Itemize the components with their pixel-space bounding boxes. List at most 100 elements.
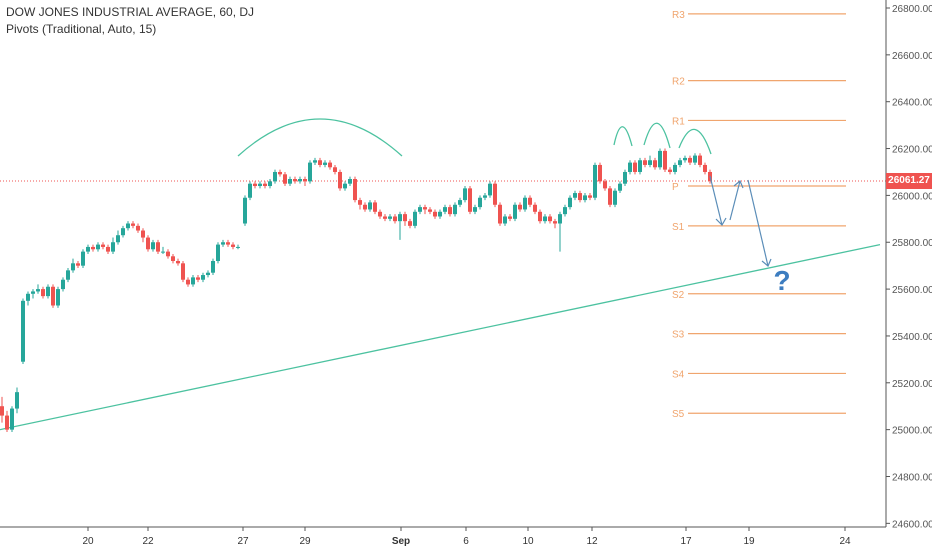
x-tick-label: 22 [142, 536, 154, 547]
candle [468, 186, 472, 215]
pivot-label-s4: S4 [672, 369, 685, 380]
candle-body [333, 167, 337, 172]
candle-body [508, 216, 512, 219]
y-tick-label: 25800.00 [892, 238, 932, 249]
candle-body [568, 197, 572, 208]
candle [171, 253, 175, 264]
candle [518, 202, 522, 212]
candle [181, 260, 185, 283]
candle-body [46, 286, 50, 297]
symbol-title[interactable]: DOW JONES INDUSTRIAL AVERAGE, 60, DJ [6, 5, 255, 19]
candle-body [191, 277, 195, 285]
candles [0, 148, 712, 432]
candle-body [688, 157, 692, 163]
candle-body [553, 221, 557, 224]
head-shoulders-arc-left [237, 118, 403, 157]
candle [573, 190, 577, 201]
candle-body [196, 277, 200, 280]
candle-body [493, 183, 497, 205]
candle-body [373, 202, 377, 212]
candle [638, 157, 642, 175]
candle-body [348, 179, 352, 184]
candle-body [318, 160, 322, 165]
candle-body [166, 251, 170, 257]
candle-body [453, 204, 457, 215]
small-arc-3 [678, 128, 712, 155]
projection-arrows [709, 175, 772, 267]
candle [353, 176, 357, 203]
candle-body [513, 204, 517, 219]
candle-body [283, 174, 287, 184]
candle-body [186, 279, 190, 285]
candle-body [10, 408, 14, 430]
candle-body [578, 193, 582, 201]
candle-body [648, 160, 652, 165]
candle-body [393, 216, 397, 222]
candle-body [211, 260, 215, 273]
candle [26, 291, 30, 306]
candle-body [498, 204, 502, 224]
candle-body [181, 263, 185, 280]
candle [568, 195, 572, 210]
candle [206, 270, 210, 278]
candle [528, 195, 532, 208]
candle [186, 277, 190, 287]
candle [558, 211, 562, 252]
candle [438, 209, 442, 219]
pivot-lines: R3 R2 R1 P S1 S2 S3 S4 S5 [672, 10, 846, 420]
candle [673, 162, 677, 175]
candle [283, 171, 287, 187]
indicator-title[interactable]: Pivots (Traditional, Auto, 15) [6, 22, 157, 36]
candle [358, 197, 362, 210]
candle [161, 246, 165, 254]
candle-body [141, 230, 145, 238]
candle [458, 197, 462, 208]
candle-body [328, 162, 332, 168]
candle-body [558, 214, 562, 224]
candle [141, 228, 145, 243]
candle [258, 181, 262, 189]
candle [221, 239, 225, 247]
candle [191, 275, 195, 287]
candle [303, 176, 307, 187]
candle-body [26, 293, 30, 301]
candle-body [298, 179, 302, 182]
candle [583, 193, 587, 203]
candle-body [273, 171, 277, 182]
candle-body [201, 275, 205, 280]
candle-body [528, 197, 532, 205]
candle-body [423, 207, 427, 210]
y-tick-label: 26200.00 [892, 145, 932, 156]
candle [508, 214, 512, 222]
candle-body [116, 235, 120, 243]
candle [408, 218, 412, 229]
candle-body [136, 225, 140, 231]
candle [693, 153, 697, 165]
candle-body [418, 207, 422, 212]
candle-body [428, 209, 432, 212]
candle [121, 225, 125, 238]
x-tick-label: 27 [237, 536, 249, 547]
y-tick-label: 25000.00 [892, 426, 932, 437]
candle [91, 244, 95, 252]
candle-body [548, 216, 552, 222]
candle [0, 396, 4, 423]
candle [313, 157, 317, 165]
candle [393, 214, 397, 224]
y-tick-label: 24600.00 [892, 519, 932, 530]
candle [398, 211, 402, 240]
x-tick-label: 19 [743, 536, 755, 547]
candle-body [66, 270, 70, 280]
candle [106, 244, 110, 254]
candle [231, 242, 235, 250]
candle-body [413, 211, 417, 226]
drawings: ? [237, 118, 791, 296]
candle [608, 186, 612, 208]
candle-body [41, 289, 45, 297]
candle-body [668, 169, 672, 172]
candle [5, 410, 9, 432]
candle-body [86, 246, 90, 252]
y-tick-label: 26000.00 [892, 191, 932, 202]
